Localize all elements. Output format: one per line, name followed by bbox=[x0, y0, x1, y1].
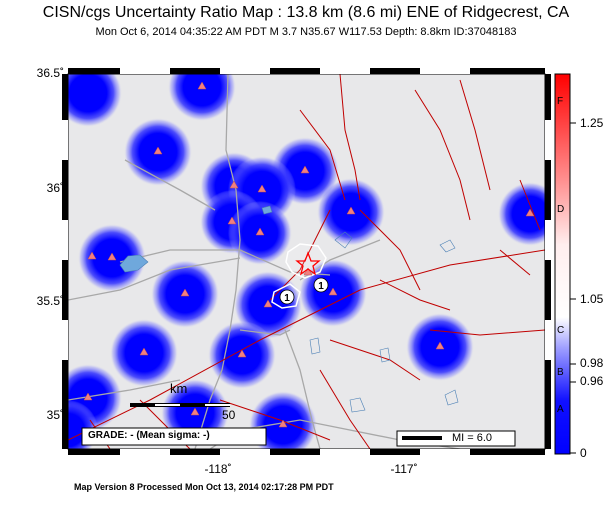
colorbar-value: 0 bbox=[580, 446, 587, 460]
uncertainty-contour bbox=[285, 243, 327, 279]
station-value-markers: 1 1 bbox=[279, 277, 329, 305]
legend-text: MI = 6.0 bbox=[452, 432, 493, 444]
seismic-stations bbox=[83, 81, 535, 428]
scale-bar bbox=[130, 403, 230, 407]
colorbar-value: 0.96 bbox=[580, 374, 604, 388]
grade-letter-a: A bbox=[557, 404, 564, 415]
colorbar-value: 0.98 bbox=[580, 356, 604, 370]
colorbar-ticks bbox=[570, 122, 576, 454]
colorbar-value: 1.05 bbox=[580, 292, 604, 306]
grade-letter-c: C bbox=[557, 325, 565, 336]
lon-label: -117˚ bbox=[390, 462, 418, 476]
epicenter-star bbox=[295, 251, 321, 276]
scale-unit: km bbox=[170, 381, 188, 396]
colorbar bbox=[554, 73, 571, 455]
svg-text:1: 1 bbox=[284, 293, 290, 304]
event-details: Mon Oct 6, 2014 04:35:22 AM PDT M 3.7 N3… bbox=[95, 26, 517, 38]
uncertainty-contour-2 bbox=[271, 283, 301, 309]
grade-box bbox=[81, 427, 267, 446]
grade-letter-b: B bbox=[557, 367, 564, 378]
colorbar-value: 1.25 bbox=[580, 116, 604, 130]
lat-label: 36.5˚ bbox=[36, 66, 64, 80]
lat-label: 35˚ bbox=[46, 408, 64, 422]
lat-label: 36˚ bbox=[46, 181, 64, 195]
grade-letter-d: D bbox=[557, 204, 565, 215]
map-version-footer: Map Version 8 Processed Mon Oct 13, 2014… bbox=[74, 482, 334, 492]
lat-label: 35.5˚ bbox=[36, 294, 64, 308]
frame-ticks bbox=[62, 68, 551, 455]
grade-letter-f: F bbox=[557, 96, 564, 107]
lon-label: -118˚ bbox=[204, 462, 232, 476]
legend-bar bbox=[402, 436, 442, 440]
svg-text:1: 1 bbox=[318, 281, 324, 292]
map-title: CISN/cgs Uncertainty Ratio Map : 13.8 km… bbox=[42, 4, 570, 21]
scale-value: 50 bbox=[222, 408, 236, 422]
legend-box bbox=[396, 430, 516, 447]
water-bodies bbox=[119, 205, 459, 413]
grade-text: GRADE: - (Mean sigma: -) bbox=[88, 430, 210, 441]
